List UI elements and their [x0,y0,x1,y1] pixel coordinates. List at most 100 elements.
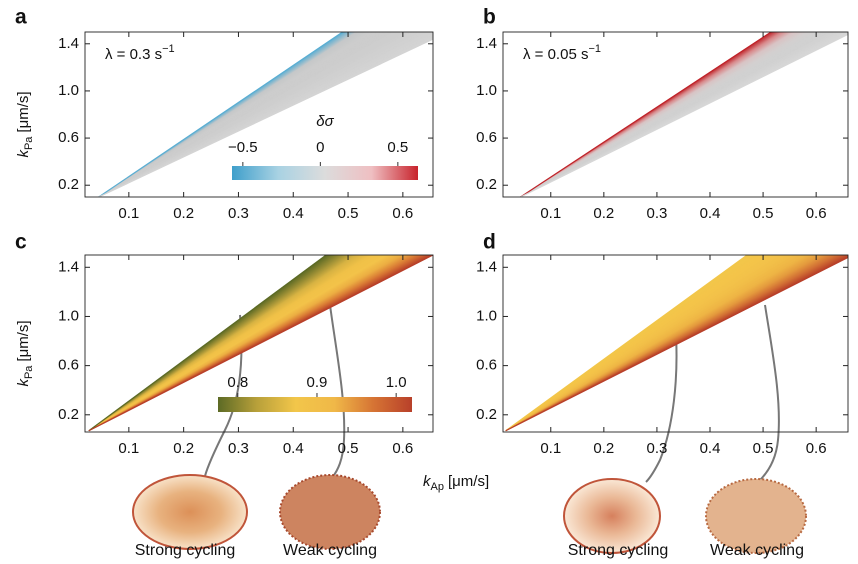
x-tick-label: 0.5 [753,440,774,457]
y-label-unit: [μm/s] [15,320,32,361]
annotation-text: λ = 0.3 s [105,46,162,63]
x-tick-label: 0.3 [228,205,249,222]
annotation: λ = 0.05 s−1 [523,43,601,63]
x-tick-label: 0.3 [228,440,249,457]
y-tick-label: 0.2 [58,406,79,423]
x-label-k: k [423,473,432,490]
cell [132,474,248,550]
wedge-band [98,32,346,197]
axes-frame [84,31,434,198]
wedge [505,255,848,432]
y-tick-label: 1.4 [58,35,79,52]
x-tick-label: 0.3 [646,205,667,222]
y-tick-label: 1.0 [476,82,497,99]
y-tick-label: 1.0 [58,82,79,99]
panel-label: d [483,231,496,254]
x-tick-label: 0.2 [593,440,614,457]
colorbar [232,166,418,180]
wedge [88,255,433,432]
x-label-sub: Ap [431,481,444,493]
lower-boundary [520,33,848,197]
caption: Weak cycling [710,542,804,559]
y-label-k: k [15,378,32,387]
x-label-unit: [μm/s] [448,473,489,490]
cell [279,474,381,550]
x-tick-label: 0.3 [646,440,667,457]
x-tick-label: 0.6 [392,205,413,222]
x-tick-label: 0.2 [173,205,194,222]
y-tick-label: 1.4 [476,258,497,275]
upper-boundary [505,255,748,432]
axes-frame [502,31,849,198]
cell [705,478,807,554]
annotation: λ = 0.3 s−1 [105,43,175,63]
colorbar-tick-label: 1.0 [386,374,407,391]
axes-frame [502,254,849,433]
wedge-band [98,32,349,197]
lower-boundary [98,38,433,197]
y-tick-label: 0.2 [58,176,79,193]
y-tick-label: 1.4 [476,35,497,52]
y-tick-label: 0.6 [476,357,497,374]
y-tick-label: 0.6 [58,129,79,146]
colorbar-tick-label: −0.5 [228,139,258,156]
x-tick-label: 0.1 [540,205,561,222]
y-tick-label: 0.6 [58,357,79,374]
y-label-unit: [μm/s] [15,91,32,132]
x-axis-label: kAp [μm/s] [423,473,489,493]
y-tick-label: 1.0 [476,307,497,324]
wedge-band [98,32,350,197]
wedge-band [98,32,345,197]
x-tick-label: 0.6 [806,440,827,457]
panel-label: b [483,6,496,29]
x-tick-label: 0.2 [593,205,614,222]
panel-label: c [15,231,27,254]
x-tick-label: 0.6 [392,440,413,457]
connector [645,319,678,483]
x-tick-label: 0.4 [700,440,721,457]
panel-label: a [15,6,27,29]
caption: Weak cycling [283,542,377,559]
y-axis-label: kPa [μm/s] [15,91,35,157]
lower-boundary [88,255,433,432]
upper-boundary [88,255,327,432]
y-label-k: k [15,149,32,158]
caption: Strong cycling [568,542,669,559]
connector [759,304,780,481]
x-tick-label: 0.5 [338,440,359,457]
colorbar-title: δσ [316,113,334,130]
x-tick-label: 0.5 [338,205,359,222]
annotation-sup: −1 [162,43,175,55]
colorbar-tick-label: 0 [316,139,324,156]
y-tick-label: 0.2 [476,406,497,423]
y-tick-label: 0.6 [476,129,497,146]
x-tick-label: 0.4 [700,205,721,222]
lower-boundary [505,256,848,432]
upper-boundary [520,32,772,197]
axes-frame [84,254,434,433]
cell [563,478,661,554]
annotation-sup: −1 [588,43,601,55]
caption: Strong cycling [135,542,236,559]
y-tick-label: 1.0 [58,307,79,324]
wedge-band [98,32,347,197]
x-tick-label: 0.5 [753,205,774,222]
y-tick-label: 0.2 [476,176,497,193]
x-tick-label: 0.1 [118,440,139,457]
x-tick-label: 0.2 [173,440,194,457]
x-tick-label: 0.1 [118,205,139,222]
x-tick-label: 0.6 [806,205,827,222]
y-label-sub: Pa [23,365,35,379]
colorbar-tick-label: 0.9 [307,374,328,391]
wedge-band [98,32,351,197]
y-label-sub: Pa [23,136,35,150]
colorbar [218,397,412,412]
connector [329,304,346,479]
x-tick-label: 0.4 [283,205,304,222]
y-axis-label: kPa [μm/s] [15,320,35,386]
upper-boundary [98,32,343,197]
wedge [98,32,433,197]
annotation-text: λ = 0.05 s [523,46,588,63]
wedge [520,32,848,197]
